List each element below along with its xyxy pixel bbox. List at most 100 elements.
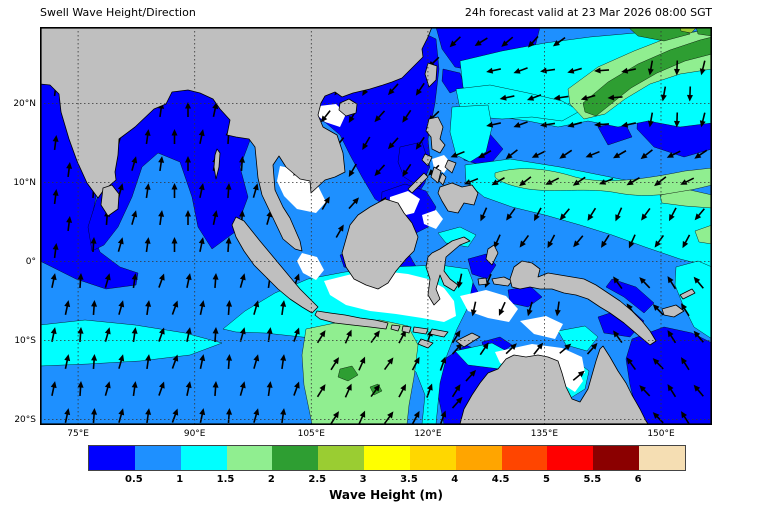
swell-arrow-head [540,121,547,128]
swell-arrow-head [280,300,287,307]
swell-arrow-head [144,237,151,244]
swell-arrow-head [226,408,233,415]
swell-arrow-head [359,356,366,364]
wave-patch-white [297,253,324,280]
swell-arrow-head [594,67,601,74]
wave-patch-white [520,316,563,339]
swell-arrow-head [171,237,178,244]
swell-arrow-head [199,354,206,362]
wave-patch-white [460,290,518,322]
swell-arrow-head [639,277,646,284]
swell-arrow-head [131,210,138,218]
swell-arrow-head [362,142,369,150]
swell-arrow-head [482,342,489,350]
swell-arrow-head [682,240,689,249]
land-new-britain [661,304,685,318]
swell-arrow-head [145,408,152,415]
swell-arrow-head [319,330,326,338]
swell-arrow-head [621,67,629,74]
lat-axis-label: 20°N [13,98,36,109]
swell-arrow-head [654,179,662,187]
colorbar-segment [409,446,456,470]
swell-arrow-head [253,354,260,362]
swell-arrow-head [387,142,395,150]
swell-arrow-head [553,94,561,101]
swell-arrow-head [699,68,706,76]
swell-arrow-head [454,330,461,338]
land-sri-lanka [100,184,120,217]
swell-arrow-head [66,162,73,169]
swell-arrow-head [428,169,435,176]
swell-arrow-head [185,381,192,389]
swell-arrow-head [680,179,688,185]
swell-arrow-head [387,357,394,365]
wave-patch-green [582,36,713,117]
swell-arrow-head [693,384,701,392]
swell-arrow-head [294,327,300,335]
swell-arrow-head [91,408,98,415]
colorbar-tick: 4 [451,474,459,485]
land-flores [429,328,449,338]
swell-arrow-head [64,354,71,362]
swell-arrow-head [374,115,382,123]
swell-arrow-head [567,121,575,128]
land-new-guinea [509,260,657,346]
swell-arrow-head [374,169,382,177]
swell-arrow-head [474,39,482,46]
swell-arrow-head [673,68,680,76]
swell-arrow-head [387,88,395,96]
land-cebu [438,172,447,186]
swell-arrow-head [590,342,598,350]
swell-arrow-head [252,183,259,191]
swell-arrow-head [77,381,84,388]
swell-arrow-head [145,354,152,361]
swell-arrow-head [694,213,702,221]
land-seram [491,276,513,287]
swell-arrow-head [294,381,300,389]
swell-arrow-head [172,408,179,416]
swell-arrow-head [666,152,674,158]
lat-axis-label: 20°S [14,414,36,425]
swell-arrow-head [172,354,179,362]
swell-arrow-head [667,384,674,392]
swell-arrow-head [599,179,607,185]
swell-arrow-head [77,327,84,334]
swell-arrow-head [536,342,544,350]
swell-arrow-head [66,216,73,223]
swell-arrow-head [681,411,688,419]
swell-arrow-head [580,94,588,101]
swell-arrow-head [613,152,621,159]
swell-arrow-head [158,156,165,163]
swell-arrow-head [159,381,165,389]
swell-arrow-head [681,303,688,311]
swell-arrow-head [52,243,59,250]
colorbar-tick: 3 [359,474,367,485]
swell-arrow-head [552,40,560,47]
colorbar-segment [639,446,685,470]
swell-arrow-head [673,120,680,128]
swell-arrow-head [266,381,273,388]
swell-arrow-head [131,381,138,388]
swell-arrow-head [253,408,260,416]
colorbar-label: Wave Height (m) [329,488,443,502]
swell-arrow-head [118,300,125,308]
swell-arrow-head [294,273,300,281]
swell-arrow-head [117,183,124,191]
land-java [314,310,389,330]
swell-arrow-head [91,354,98,361]
swell-arrow-head [506,213,513,221]
map-canvas [39,26,713,425]
lat-axis-label: 0° [25,256,36,267]
lon-axis-label: 150°E [647,429,675,439]
swell-arrow-head [519,240,526,248]
land-mindanao [437,182,479,214]
swell-arrow-head [607,94,615,101]
swell-arrow-head [639,385,646,392]
swell-arrow-head [117,237,124,245]
swell-arrow-head [615,214,621,222]
swell-arrow-head [526,95,535,101]
swell-arrow-head [400,383,407,392]
colorbar-segment [134,446,181,470]
land-samar [444,159,457,174]
colorbar-tick: 2.5 [308,474,327,485]
